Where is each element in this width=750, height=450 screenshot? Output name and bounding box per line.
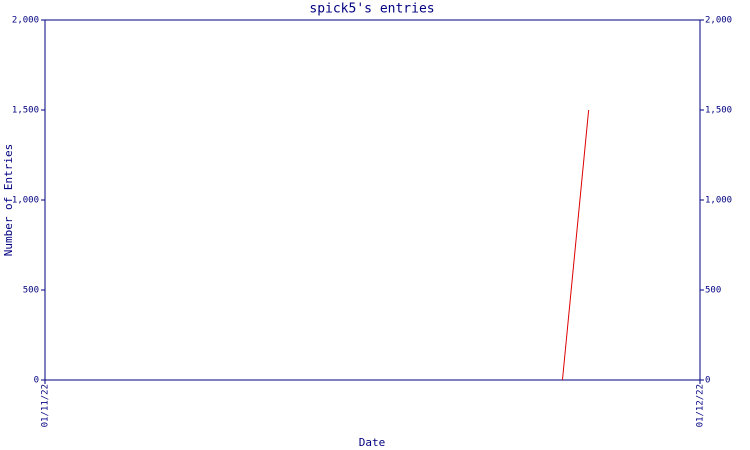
y-tick-label: 0: [34, 376, 39, 386]
plot-frame: [44, 19, 701, 381]
x-tick-label: 01/11/22: [41, 384, 51, 427]
y2-tick-label: 1,500: [705, 106, 732, 116]
y2-tick-label: 0: [705, 376, 710, 386]
x-axis-label: Date: [359, 436, 386, 449]
y-axis-label: Number of Entries: [2, 144, 15, 257]
y2-tick-label: 500: [705, 286, 721, 296]
y-tick-label: 1,000: [12, 196, 39, 206]
x-tick-label: 01/12/22: [696, 384, 706, 427]
chart-title: spick5's entries: [309, 2, 434, 17]
data-line: [561, 109, 590, 381]
y-tick-label: 2,000: [12, 16, 39, 26]
y2-tick-label: 1,000: [705, 196, 732, 206]
y-tick-label: 500: [23, 286, 39, 296]
y-tick-label: 1,500: [12, 106, 39, 116]
y2-tick-label: 2,000: [705, 16, 732, 26]
